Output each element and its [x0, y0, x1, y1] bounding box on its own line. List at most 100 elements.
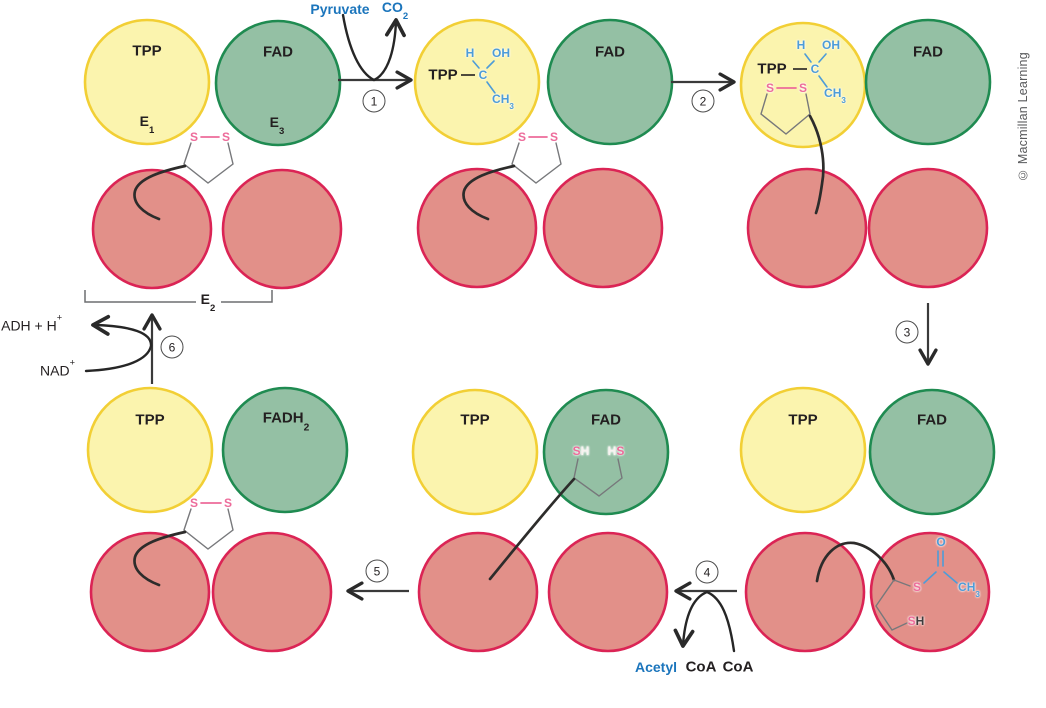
tpp-label: TPP: [135, 411, 165, 429]
hydroxyethyl-bonds: [804, 53, 828, 88]
fad-circle: [542, 388, 670, 516]
e2-label: E2: [197, 290, 219, 313]
tpp-label: TPP: [757, 60, 787, 78]
dihydrolipoyl-chain: [573, 458, 623, 497]
panel-1: [83, 18, 343, 303]
ch3-sub: 3: [509, 102, 514, 112]
methyl-label: CH3: [492, 92, 514, 112]
fad-circle: [864, 18, 992, 146]
fad-label: FAD: [913, 43, 943, 61]
e3-sub: 3: [279, 125, 285, 137]
ch3-base: CH: [492, 92, 510, 107]
sulfur-label: S: [189, 496, 199, 510]
e2-core-circle: [91, 168, 213, 290]
acetyl-label: Acetyl: [634, 659, 678, 675]
nad-sup: +: [69, 357, 75, 368]
hydrogen-label: H: [465, 46, 475, 60]
fad-label: FAD: [595, 43, 625, 61]
step-2-badge: 2: [691, 89, 715, 113]
tpp-label: TPP: [132, 42, 162, 60]
sulfur-label: S: [189, 130, 199, 144]
fad-label: FAD: [591, 411, 621, 429]
e2-core-circle: [211, 531, 333, 653]
nad-label: NAD+: [40, 358, 75, 379]
hydroxyl-label: OH: [822, 38, 840, 52]
panel-2: [413, 18, 674, 289]
e2-core-circle: [542, 167, 664, 289]
lipoamide-arm: [133, 530, 187, 587]
e2-core-circle: [869, 531, 991, 653]
fadh2-base: FADH: [262, 409, 304, 427]
e2-base: E: [200, 290, 211, 307]
e2-core-circle: [867, 167, 989, 289]
sulfur-label: S: [223, 496, 233, 510]
hydrogen-label: H: [796, 38, 806, 52]
panel-6: [86, 386, 349, 653]
carbon-label: C: [478, 68, 488, 82]
lipoamide-arm: [815, 541, 896, 583]
sulfur-label: S: [221, 130, 231, 144]
co2-base: CO: [381, 0, 403, 15]
lipoamide-arm: [462, 164, 516, 221]
sulfur-label: S: [912, 580, 922, 594]
nadh-sup: +: [56, 312, 63, 323]
lipoamide-ring: [511, 142, 562, 184]
tpp-circle: [86, 386, 214, 514]
thiol-label: SH: [573, 445, 590, 457]
thiol-label: HS: [608, 445, 625, 457]
panel-4: [739, 386, 996, 653]
e1-sub: 1: [149, 124, 155, 136]
sulfur-label: S: [549, 130, 559, 144]
lipoamide-ring: [183, 142, 234, 184]
lipoamide-arm: [808, 114, 825, 215]
fad-circle: [546, 18, 674, 146]
e2-sub: 2: [210, 302, 216, 314]
methyl-label: CH3: [958, 581, 980, 600]
step-5-badge: 5: [365, 559, 389, 583]
co2-label: CO2: [381, 0, 408, 21]
ch3-sub: 3: [975, 590, 980, 600]
e2-core-circle: [417, 531, 539, 653]
hydroxyl-label: OH: [492, 46, 510, 60]
copyright-text: © Macmillan Learning: [1016, 52, 1030, 182]
tpp-circle: [739, 386, 867, 514]
e1-base: E: [139, 112, 150, 129]
e2-core-circle: [89, 531, 211, 653]
lipoamide-arm: [133, 164, 187, 221]
carbon-label: C: [810, 62, 820, 76]
reaction-arrows: [84, 13, 938, 653]
tpp-label: TPP: [788, 411, 818, 429]
hs-h: H: [607, 444, 617, 458]
thioester-bonds: [923, 550, 958, 584]
nad-nadh-curved-arrow: [84, 314, 153, 373]
e2-core-circle: [744, 531, 866, 653]
e1-tpp-circle: [83, 18, 211, 146]
fad-label: FAD: [917, 411, 947, 429]
sulfur-label: S: [765, 81, 775, 95]
lipoamide-arm: [488, 477, 576, 581]
dihydrolipoyl-chain: [875, 579, 911, 631]
fadh2-circle: [221, 386, 349, 514]
e2-core-circle: [547, 531, 669, 653]
fadh2-sub: 2: [303, 421, 310, 433]
pyruvate-label: Pyruvate: [310, 1, 370, 17]
sh-s: S: [572, 444, 581, 458]
panel-3: [739, 18, 992, 289]
ch3-sub: 3: [841, 96, 846, 106]
lipoamide-ring: [183, 508, 234, 550]
oxygen-label: O: [936, 535, 946, 549]
sh-h: H: [915, 614, 925, 628]
e3-base: E: [269, 113, 280, 130]
nad-base: NAD: [40, 362, 70, 379]
e3-label: E3: [269, 113, 285, 136]
ch3-base: CH: [824, 86, 842, 101]
step-4-badge: 4: [695, 560, 719, 584]
fad-circle: [868, 388, 996, 516]
nadh-label: NADH + H+: [0, 313, 62, 332]
step-1-badge: 1: [362, 89, 386, 113]
lipoamide-ring: [760, 93, 811, 135]
tpp-label: TPP: [428, 66, 458, 84]
methyl-label: CH3: [824, 86, 846, 106]
tpp-label: TPP: [460, 411, 490, 429]
